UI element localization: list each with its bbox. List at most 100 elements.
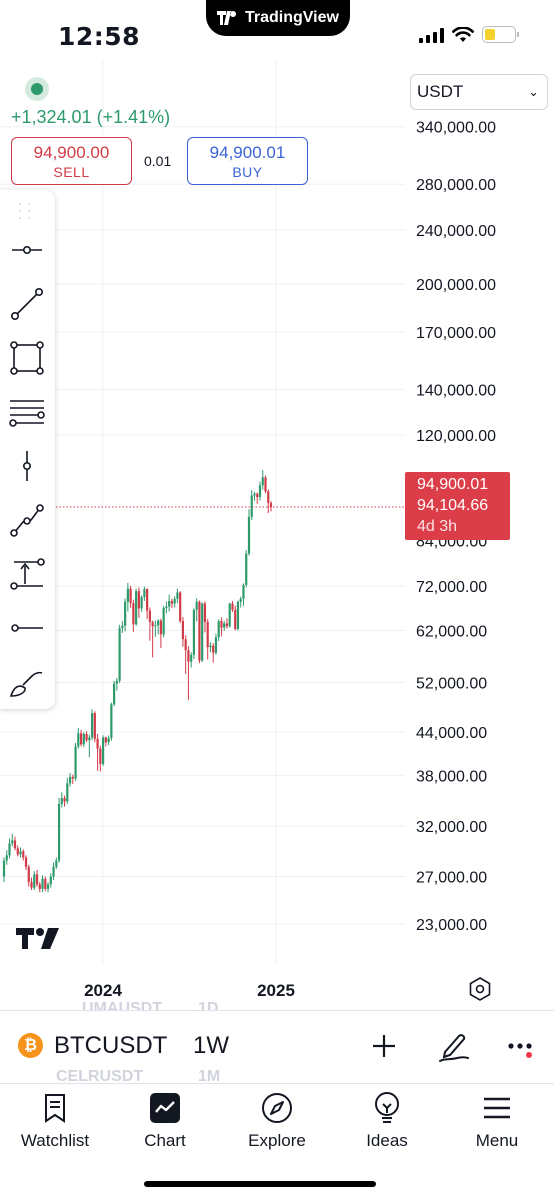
price-axis-label: 120,000.00 [416,428,496,445]
candle-body [27,866,30,883]
price-axis-label: 52,000.00 [416,676,487,693]
candle-body [24,857,28,867]
candle-body [82,734,85,745]
ghost-symbol-bottom: CELRUSDT [56,1068,144,1085]
brush-tool[interactable] [5,660,49,704]
horizontal-line-icon [11,624,43,632]
candle-body [195,601,198,610]
current-price-tag: 94,900.01 94,104.66 4d 3h [405,472,510,540]
status-icons [419,26,519,43]
compass-icon [262,1093,292,1123]
candle-body [143,589,146,598]
candle-body [236,601,240,630]
price-axis-label: 27,000.00 [416,870,487,887]
candle-body [165,606,168,608]
candle-body [79,733,83,745]
candle-body [168,600,171,607]
candle-body [129,588,132,604]
candle-body [38,884,41,889]
candle-body [2,860,6,877]
price-axis-label: 340,000.00 [416,120,496,137]
time-axis-label: 2024 [84,981,122,1000]
currency-value: USDT [417,82,464,101]
candle-body [135,591,138,625]
candle-body [124,601,127,626]
candle-body [35,874,39,885]
rectangle-icon [10,341,44,375]
drag-handle-icon[interactable]: · · · · · · [18,196,33,224]
price-axis-label: 38,000.00 [416,768,487,785]
more-button[interactable] [506,1030,538,1062]
candle-body [267,491,270,503]
candle-body [104,737,107,743]
candle-body [223,623,226,628]
fib-levels-tool[interactable] [5,390,49,434]
candle-body [137,591,140,609]
drawing-toolbar: · · · · · · [0,190,55,709]
symbol-button[interactable]: BTCUSDT [54,1032,168,1059]
candle-body [269,502,273,507]
price-axis-label: 23,000.00 [416,917,487,934]
nav-chart[interactable]: Chart [110,1090,220,1151]
candle-body [206,621,209,648]
drawing-tools-button[interactable] [437,1030,469,1062]
price-axis-label: 62,000.00 [416,623,487,640]
trend-line-tool[interactable] [5,282,49,326]
nav-explore[interactable]: Explore [222,1090,332,1151]
candle-body [16,848,19,855]
fib-levels-icon [9,400,45,427]
candle-body [245,553,248,585]
candle-body [234,609,237,630]
status-time: 12:58 [58,22,141,51]
candle-body [101,737,105,764]
candle-body [212,645,215,653]
candle-body [115,680,118,684]
nav-explore-label: Explore [248,1131,306,1150]
candle-body [140,597,143,609]
price-chart[interactable]: 340,000.00 280,000.00 240,000.00 200,000.00… [0,0,554,1010]
nav-watchlist[interactable]: Watchlist [0,1090,110,1151]
candle-body [173,598,176,604]
long-position-tool[interactable] [5,552,49,596]
price-change: +1,324.01 (+1.41%) [11,107,171,127]
sell-button[interactable]: 94,900.00 SELL [11,137,132,185]
candle-body [11,840,14,844]
candle-body [184,639,187,651]
home-indicator [144,1181,376,1187]
horizontal-line-tool[interactable] [5,606,49,650]
symbol-bar [0,1010,554,1082]
vertical-line-tool[interactable] [5,444,49,488]
interval-button[interactable]: 1W [193,1032,229,1059]
candle-body [22,851,25,858]
spread-value: 0.01 [144,153,172,169]
market-status-icon[interactable] [25,77,49,101]
watchlist-icon [45,1094,65,1123]
candle-body [93,713,96,739]
candle-body [60,798,63,804]
candle-body [85,734,88,741]
horizontal-ray-tool[interactable] [5,228,49,272]
candle-body [159,620,162,635]
candle-body [126,588,129,602]
horizontal-ray-icon [12,246,42,255]
candle-body [256,493,259,498]
path-tool[interactable] [5,498,49,542]
price-axis-label: 140,000.00 [416,382,496,399]
add-button[interactable] [368,1030,400,1062]
buy-button[interactable]: 94,900.01 BUY [187,137,308,185]
rectangle-tool[interactable] [5,336,49,380]
nav-ideas-label: Ideas [366,1131,408,1150]
candle-body [209,645,212,648]
candle-body [49,876,52,885]
nav-ideas[interactable]: Ideas [332,1090,442,1151]
nav-menu[interactable]: Menu [442,1090,552,1151]
brush-icon [9,671,43,697]
candle-body [261,477,264,486]
menu-icon [484,1097,510,1119]
chart-settings-button[interactable] [466,975,494,1003]
wifi-icon [452,26,474,42]
currency-select[interactable]: USDT ⌄ [410,74,548,110]
cellular-signal-icon [419,27,444,43]
candle-body [201,603,204,661]
vertical-line-icon [23,451,32,481]
